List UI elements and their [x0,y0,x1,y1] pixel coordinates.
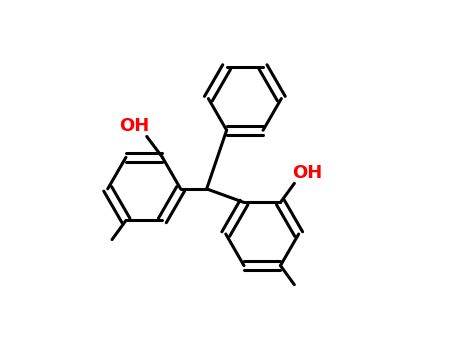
Text: OH: OH [293,163,323,182]
Text: OH: OH [120,117,150,135]
